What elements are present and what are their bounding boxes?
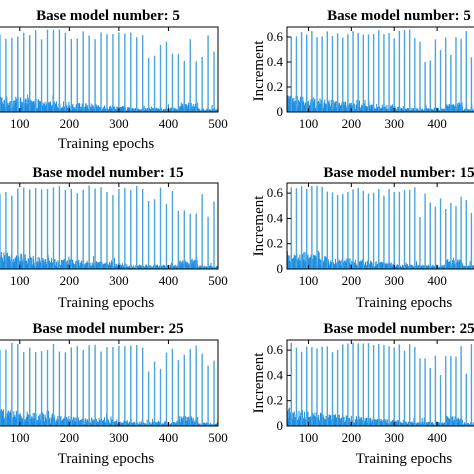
y-tick-label: 0.6 (267, 342, 284, 357)
x-tick-label: 300 (109, 430, 129, 445)
x-tick-label: 200 (60, 273, 80, 288)
axes-frame (0, 182, 219, 270)
x-tick-label: 100 (10, 273, 30, 288)
axes-frame (286, 339, 474, 427)
axes-frame (286, 26, 474, 113)
y-tick-label: 0 (277, 104, 284, 119)
panel-bottom-right: Base model number: 25 100 200 300 400 0 0.2 0.… (251, 321, 474, 467)
x-tick-label: 400 (159, 273, 179, 288)
chart-title: Base model number: 5 (327, 8, 471, 24)
x-axis-label: Training epochs (58, 136, 155, 152)
x-tick-label: 100 (299, 116, 319, 131)
panel-top-left: Base model number: 5 100 200 300 400 500 Tra… (0, 8, 228, 152)
x-tick-label: 400 (427, 273, 447, 288)
x-tick-label: 100 (10, 116, 30, 131)
y-tick-label: 0.6 (267, 29, 284, 44)
x-tick-label: 200 (342, 116, 362, 131)
panel-middle-left: Base model number: 15 100 200 300 400 500 Tr… (0, 165, 228, 311)
y-axis-label: Increment (251, 352, 267, 414)
x-axis-label: Training epochs (58, 451, 155, 467)
x-tick-label: 300 (384, 430, 404, 445)
axes-frame (286, 182, 474, 270)
x-tick-label: 200 (342, 430, 362, 445)
panel-top-right: Base model number: 5 100 200 300 400 0 0.2 0.4… (251, 8, 474, 131)
x-tick-label: 300 (109, 116, 129, 131)
x-tick-label: 300 (109, 273, 129, 288)
x-tick-label: 400 (159, 116, 179, 131)
axes-frame (0, 26, 219, 113)
x-tick-label: 200 (342, 273, 362, 288)
bar-series (287, 185, 474, 269)
y-tick-label: 0 (277, 261, 284, 276)
axes-frame (0, 339, 219, 427)
x-tick-label: 200 (60, 430, 80, 445)
y-tick-label: 0.2 (267, 236, 283, 251)
plot-area: 100 200 300 400 0 0.2 0.4 0.6 (267, 339, 474, 445)
x-tick-label: 400 (427, 430, 447, 445)
panel-middle-right: Base model number: 15 100 200 300 400 0 0.2 0.… (251, 165, 474, 311)
x-tick-label: 400 (427, 116, 447, 131)
y-tick-label: 0.2 (267, 79, 283, 94)
panel-bottom-left: Base model number: 25 100 200 300 400 500 Tr… (0, 321, 228, 467)
chart-title: Base model number: 5 (36, 8, 180, 24)
x-tick-label: 300 (384, 273, 404, 288)
bar-series (287, 342, 474, 426)
x-tick-label: 300 (384, 116, 404, 131)
y-tick-label: 0 (277, 418, 284, 433)
x-tick-label: 500 (208, 116, 228, 131)
y-tick-label: 0.4 (267, 367, 284, 382)
bar-series (0, 185, 218, 269)
plot-area: 100 200 300 400 500 (0, 182, 228, 288)
y-axis-label: Increment (251, 40, 267, 102)
plot-area: 100 200 300 400 0 0.2 0.4 0.6 (267, 182, 474, 288)
x-tick-label: 500 (208, 273, 228, 288)
x-tick-label: 100 (299, 273, 319, 288)
x-axis-label: Training epochs (356, 295, 453, 311)
y-axis-label: Increment (251, 195, 267, 257)
bar-series (287, 29, 474, 112)
bar-series (0, 342, 218, 426)
x-tick-label: 400 (159, 430, 179, 445)
x-tick-label: 500 (208, 430, 228, 445)
chart-title: Base model number: 15 (32, 165, 183, 181)
x-axis-label: Training epochs (58, 295, 155, 311)
chart-title: Base model number: 15 (323, 165, 474, 181)
x-axis-label: Training epochs (356, 451, 453, 467)
plot-area: 100 200 300 400 500 (0, 26, 228, 131)
y-tick-label: 0.2 (267, 393, 283, 408)
y-tick-label: 0.6 (267, 185, 284, 200)
x-tick-label: 200 (60, 116, 80, 131)
plot-area: 100 200 300 400 0 0.2 0.4 0.6 (267, 26, 474, 131)
y-tick-label: 0.4 (267, 54, 284, 69)
y-tick-label: 0.4 (267, 210, 284, 225)
chart-title: Base model number: 25 (32, 321, 183, 337)
plot-area: 100 200 300 400 500 (0, 339, 228, 445)
x-tick-label: 100 (10, 430, 30, 445)
x-tick-label: 100 (299, 430, 319, 445)
chart-title: Base model number: 25 (323, 321, 474, 337)
bar-series (0, 29, 218, 112)
